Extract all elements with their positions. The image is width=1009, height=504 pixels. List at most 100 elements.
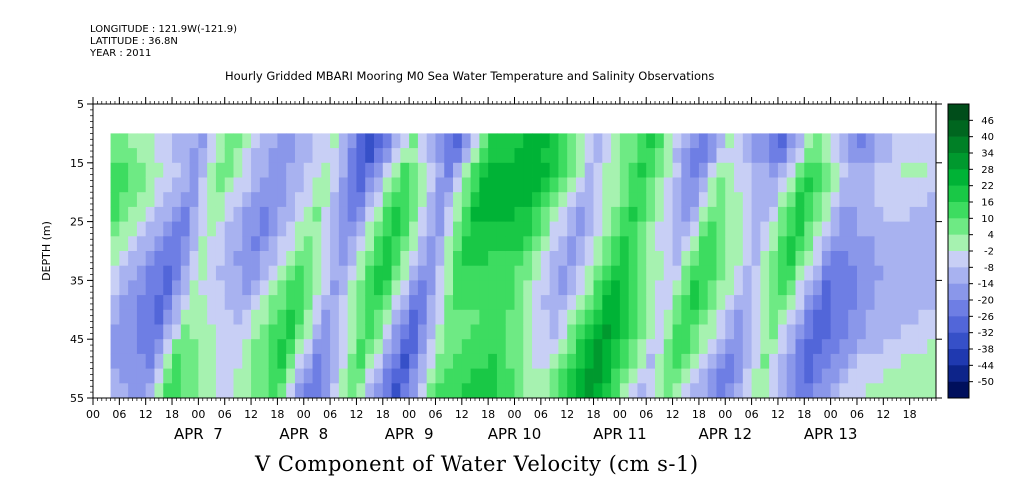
heatmap-cell: [707, 368, 717, 384]
heatmap-cell: [163, 236, 173, 252]
heatmap-cell: [672, 148, 682, 164]
heatmap-cell: [523, 133, 533, 149]
heatmap-cell: [119, 309, 129, 325]
heatmap-cell: [602, 177, 612, 193]
heatmap-cell: [909, 221, 919, 237]
heatmap-cell: [900, 133, 911, 149]
heatmap-cell: [734, 309, 744, 325]
heatmap-cell: [426, 324, 436, 340]
colorbar-swatch: [948, 169, 969, 186]
heatmap-cell: [514, 265, 524, 281]
heatmap-cell: [540, 177, 551, 193]
x-day-label: APR 10: [488, 425, 542, 443]
heatmap-cell: [321, 177, 331, 193]
heatmap-cell: [742, 353, 752, 369]
heatmap-cell: [918, 206, 928, 222]
heatmap-cell: [611, 192, 621, 208]
heatmap-cell: [549, 339, 559, 355]
heatmap-cell: [347, 280, 357, 296]
heatmap-cell: [549, 353, 559, 369]
heatmap-cell: [646, 339, 656, 355]
heatmap-cell: [558, 251, 568, 267]
heatmap-cell: [198, 162, 208, 178]
heatmap-cell: [742, 148, 752, 164]
heatmap-cell: [347, 236, 357, 252]
heatmap-cell: [804, 295, 814, 311]
heatmap-cell: [128, 339, 138, 355]
heatmap-cell: [804, 236, 814, 252]
heatmap-cell: [742, 236, 752, 252]
heatmap-cell: [813, 368, 823, 384]
heatmap-cell: [523, 295, 533, 311]
heatmap-cell: [892, 251, 902, 267]
heatmap-cell: [567, 368, 577, 384]
heatmap-cell: [804, 383, 814, 399]
heatmap-cell: [804, 280, 814, 296]
heatmap-cell: [540, 339, 551, 355]
heatmap-cell: [813, 236, 823, 252]
heatmap-cell: [892, 368, 902, 384]
heatmap-cell: [593, 295, 603, 311]
heatmap-cell: [356, 353, 366, 369]
heatmap-cell: [400, 133, 410, 149]
heatmap-cell: [821, 265, 832, 281]
heatmap-cell: [338, 368, 349, 384]
heatmap-cell: [821, 133, 832, 149]
heatmap-cell: [672, 221, 682, 237]
heatmap-cell: [549, 162, 559, 178]
heatmap-cell: [839, 192, 849, 208]
heatmap-cell: [663, 177, 673, 193]
heatmap-cell: [839, 368, 849, 384]
heatmap-cell: [382, 265, 392, 281]
heatmap-cell: [883, 133, 893, 149]
heatmap-cell: [558, 206, 568, 222]
heatmap-cell: [347, 221, 357, 237]
heatmap-cell: [233, 221, 243, 237]
heatmap-cell: [856, 251, 867, 267]
heatmap-cell: [470, 265, 480, 281]
heatmap-cell: [444, 324, 454, 340]
heatmap-cell: [189, 353, 199, 369]
colorbar-swatch: [948, 136, 969, 154]
heatmap-cell: [400, 221, 410, 237]
heatmap-cell: [505, 251, 515, 267]
heatmap-cell: [575, 353, 586, 369]
heatmap-cell: [584, 339, 594, 355]
heatmap-cell: [900, 339, 911, 355]
heatmap-cell: [865, 148, 875, 164]
heatmap-cell: [769, 221, 779, 237]
heatmap-cell: [128, 236, 138, 252]
heatmap-cell: [163, 221, 173, 237]
heatmap-cell: [584, 177, 594, 193]
heatmap-cell: [189, 265, 199, 281]
heatmap-cell: [681, 236, 691, 252]
heatmap-cell: [874, 221, 884, 237]
heatmap-cell: [690, 265, 700, 281]
heatmap-cell: [821, 251, 832, 267]
heatmap-cell: [435, 280, 445, 296]
heatmap-cell: [900, 383, 911, 399]
heatmap-cell: [927, 324, 937, 340]
heatmap-cell: [303, 353, 313, 369]
heatmap-cell: [795, 148, 805, 164]
heatmap-cell: [593, 324, 603, 340]
heatmap-cell: [163, 206, 173, 222]
heatmap-cell: [417, 251, 428, 267]
heatmap-cell: [698, 192, 709, 208]
heatmap-cell: [374, 162, 384, 178]
heatmap-cell: [453, 295, 463, 311]
heatmap-cell: [523, 192, 533, 208]
heatmap-cell: [382, 177, 392, 193]
heatmap-cell: [672, 295, 682, 311]
heatmap-cell: [663, 353, 673, 369]
heatmap-cell: [558, 162, 568, 178]
heatmap-cell: [303, 133, 313, 149]
heatmap-cell: [655, 295, 665, 311]
x-tick-label: 00: [718, 408, 732, 421]
heatmap-cell: [303, 324, 313, 340]
heatmap-cell: [426, 162, 436, 178]
heatmap-cell: [338, 236, 349, 252]
heatmap-cell: [496, 236, 507, 252]
heatmap-cell: [189, 221, 199, 237]
heatmap-cell: [409, 251, 419, 267]
